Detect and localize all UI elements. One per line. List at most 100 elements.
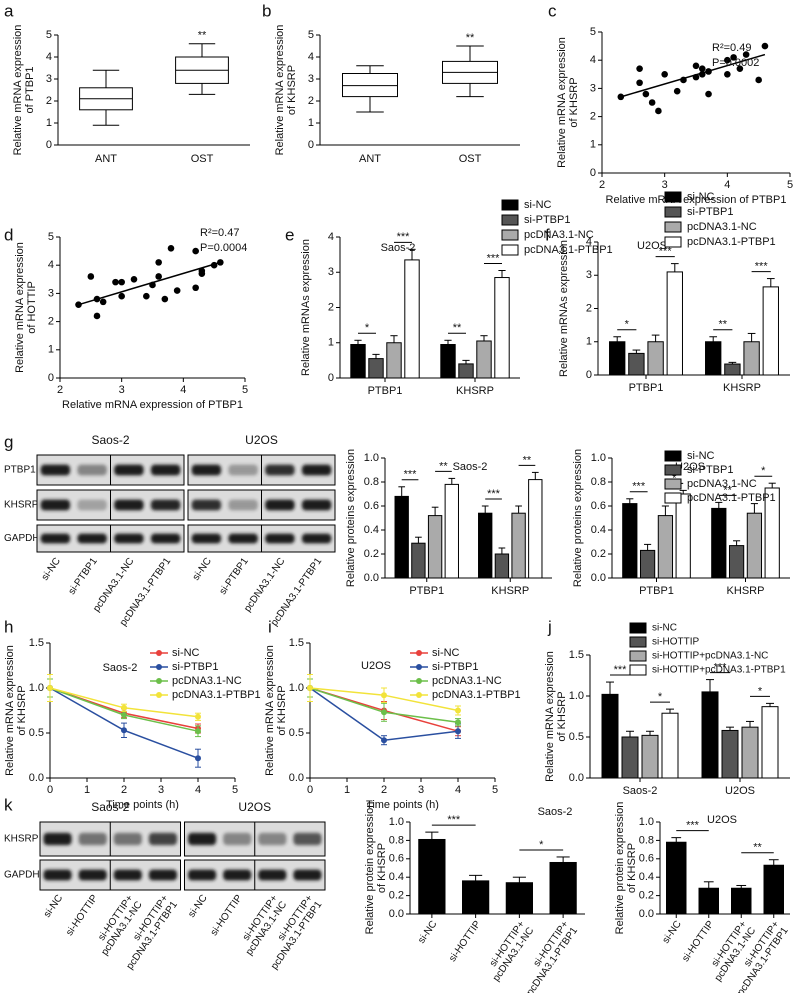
x-tick-label: Saos-2 — [623, 785, 658, 797]
y-axis-label: Relative mRNA expressionof KHSRP — [274, 25, 298, 156]
bar — [762, 286, 779, 376]
x-tick-label: 0 — [47, 784, 53, 796]
x-tick-label: U2OS — [725, 785, 755, 797]
chart-title: U2OS — [675, 461, 705, 473]
y-tick-label: 2 — [308, 95, 314, 107]
blot-row-label: GAPDH — [4, 533, 40, 544]
x-tick-label: 4 — [195, 784, 201, 796]
marker — [121, 704, 127, 711]
lane-label: si-HOTTIP — [64, 893, 100, 938]
blot-band — [258, 832, 287, 846]
y-tick-label: 1 — [46, 117, 52, 129]
panel-label: k — [4, 795, 13, 814]
x-tick-label: 5 — [242, 384, 248, 396]
y-tick-label: 3 — [46, 73, 52, 85]
lane-label: si-NC — [42, 893, 65, 920]
y-tick-label: 1 — [328, 337, 334, 349]
y-tick-label: 1 — [590, 139, 596, 151]
panel-label: i — [268, 617, 272, 636]
blot-band — [223, 832, 252, 846]
y-axis-label-line: Relative mRNA expression — [264, 645, 276, 776]
blot-band — [228, 464, 258, 476]
x-tick-label: OST — [459, 153, 482, 165]
y-tick-label: 0 — [590, 167, 596, 179]
y-tick-label: 2 — [590, 111, 596, 123]
blot-band — [40, 464, 71, 476]
y-axis-label-line: Relative mRNAs expression — [300, 239, 312, 376]
y-tick-label: 4 — [586, 236, 592, 248]
marker — [195, 728, 201, 735]
significance: * — [539, 839, 544, 851]
blot-band — [77, 499, 107, 511]
x-tick-label: si-HOTTIP+pcDNA3.1-NC — [482, 919, 536, 984]
box — [342, 73, 398, 98]
legend-marker — [156, 692, 162, 698]
y-axis-label-line: of PTBP1 — [24, 66, 36, 113]
marker — [121, 712, 127, 718]
significance: ** — [439, 460, 448, 472]
blot-band — [188, 832, 217, 846]
legend-swatch — [629, 622, 647, 634]
x-tick-label: KHSRP — [727, 585, 765, 597]
y-axis-label-line: of KHSRP — [568, 77, 580, 127]
point — [648, 99, 656, 106]
blot-band — [191, 499, 222, 511]
bar — [711, 507, 727, 579]
point — [730, 54, 737, 61]
significance: *** — [659, 246, 673, 258]
y-tick-label: 0.8 — [639, 834, 654, 846]
y-tick-label: 0.5 — [289, 727, 304, 739]
y-axis-label-line: Relative mRNA expression — [12, 25, 24, 156]
bar — [721, 729, 739, 779]
legend-marker — [156, 678, 162, 684]
marker — [455, 728, 461, 735]
x-tick-label: 3 — [418, 784, 424, 796]
y-tick-label: 5 — [590, 26, 596, 38]
y-axis-label: Relative protein expressionof KHSRP — [364, 802, 388, 935]
y-tick-label: 4 — [328, 231, 334, 243]
bar — [601, 693, 619, 779]
y-tick-label: 1.5 — [289, 637, 304, 649]
x-tick-label: 3 — [662, 179, 668, 191]
x-axis-label: Relative mRNA expression of PTBP1 — [62, 399, 243, 411]
significance: *** — [447, 814, 461, 826]
chart-title: U2OS — [361, 660, 391, 672]
bar — [494, 553, 510, 579]
bar — [705, 341, 722, 376]
x-tick-label: KHSRP — [491, 585, 529, 597]
bar — [404, 259, 420, 379]
point — [173, 287, 181, 294]
point — [724, 71, 731, 78]
bar — [675, 493, 691, 579]
point — [210, 261, 218, 269]
y-tick-label: 2 — [48, 316, 54, 328]
legend-label: si-NC — [524, 199, 552, 211]
legend-label: si-HOTTIP — [652, 637, 700, 648]
bar — [549, 861, 577, 915]
x-tick-label: ANT — [359, 153, 381, 165]
point — [698, 65, 706, 72]
point — [87, 273, 95, 280]
y-axis-label-line: Relative mRNA expression — [556, 37, 568, 168]
y-tick-label: 0.0 — [29, 772, 44, 784]
marker — [455, 707, 461, 714]
bar — [462, 880, 490, 915]
bar — [701, 691, 719, 779]
y-axis-label-line: Relative proteins expression — [572, 449, 584, 587]
blot-band — [188, 869, 217, 881]
blot-band — [114, 499, 144, 511]
bar — [639, 549, 656, 579]
fit-line — [78, 261, 221, 306]
y-tick-label: 0.0 — [389, 908, 404, 920]
y-tick-label: 4 — [590, 54, 596, 66]
y-tick-label: 0.0 — [364, 572, 379, 584]
blot-band — [191, 533, 222, 544]
legend-label: pcDNA3.1-PTBP1 — [172, 689, 261, 701]
legend-swatch — [501, 244, 519, 256]
y-tick-label: 0.6 — [639, 853, 654, 865]
y-tick-label: 1.0 — [29, 682, 44, 694]
bar — [728, 545, 745, 579]
significance: * — [658, 691, 663, 703]
x-tick-label: 1 — [344, 784, 350, 796]
panel-label: c — [548, 1, 557, 20]
